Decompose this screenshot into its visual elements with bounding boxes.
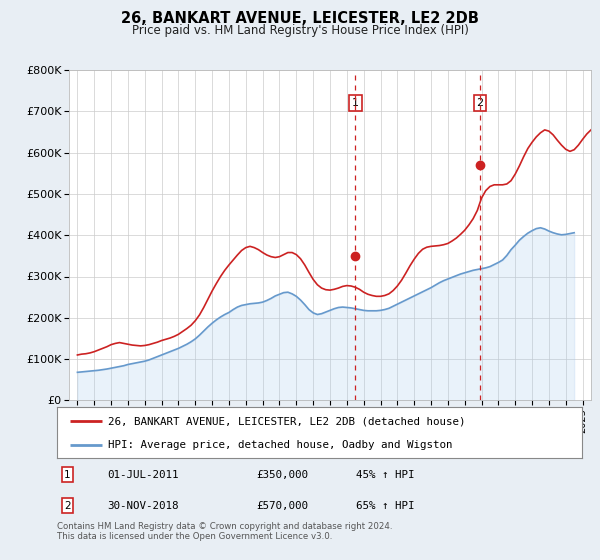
Text: 1: 1 xyxy=(352,98,359,108)
Text: 2: 2 xyxy=(476,98,484,108)
Text: HPI: Average price, detached house, Oadby and Wigston: HPI: Average price, detached house, Oadb… xyxy=(109,440,453,450)
Text: 26, BANKART AVENUE, LEICESTER, LE2 2DB: 26, BANKART AVENUE, LEICESTER, LE2 2DB xyxy=(121,11,479,26)
Text: 65% ↑ HPI: 65% ↑ HPI xyxy=(356,501,415,511)
Text: 01-JUL-2011: 01-JUL-2011 xyxy=(107,470,178,480)
Text: Price paid vs. HM Land Registry's House Price Index (HPI): Price paid vs. HM Land Registry's House … xyxy=(131,24,469,37)
Text: 1: 1 xyxy=(64,470,71,480)
Text: 45% ↑ HPI: 45% ↑ HPI xyxy=(356,470,415,480)
Text: 30-NOV-2018: 30-NOV-2018 xyxy=(107,501,178,511)
Text: £570,000: £570,000 xyxy=(257,501,308,511)
Text: £350,000: £350,000 xyxy=(257,470,308,480)
Text: 26, BANKART AVENUE, LEICESTER, LE2 2DB (detached house): 26, BANKART AVENUE, LEICESTER, LE2 2DB (… xyxy=(109,416,466,426)
Text: 2: 2 xyxy=(64,501,71,511)
Text: Contains HM Land Registry data © Crown copyright and database right 2024.
This d: Contains HM Land Registry data © Crown c… xyxy=(57,522,392,542)
